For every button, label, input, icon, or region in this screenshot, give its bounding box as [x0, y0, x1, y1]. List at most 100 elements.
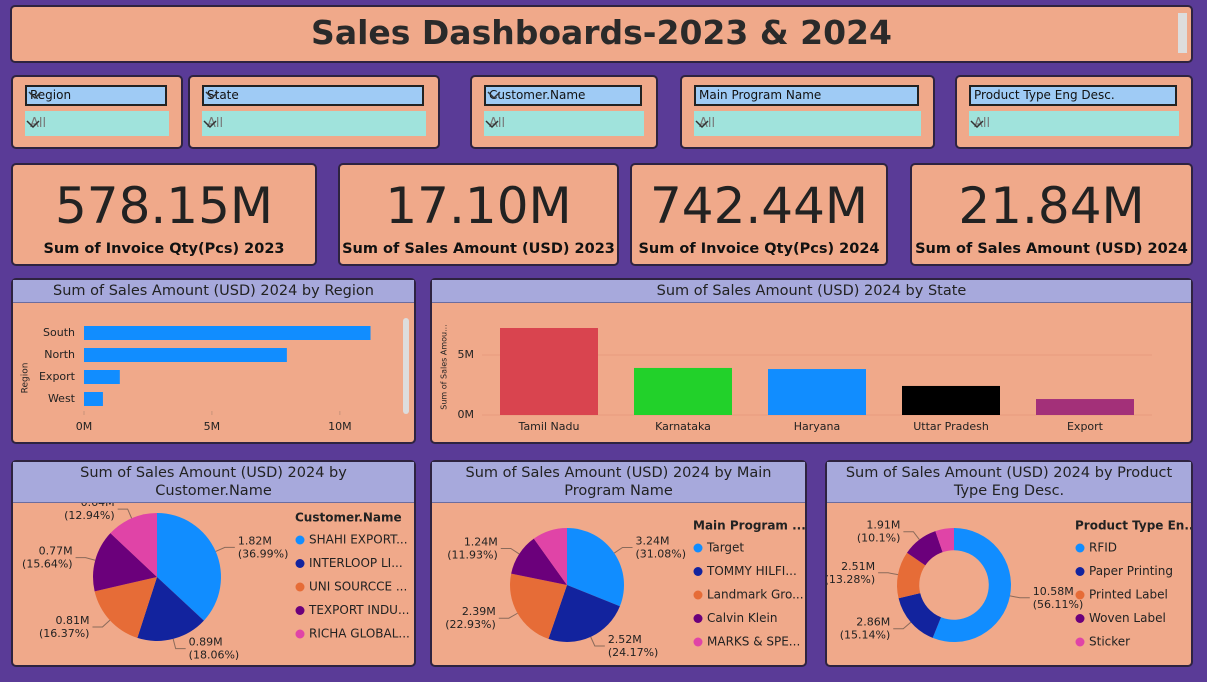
dropdown-chevron [695, 120, 709, 129]
data-label-percent: (56.11%) [1033, 598, 1084, 611]
legend-label: Target [706, 541, 744, 555]
kpi-card: 21.84M Sum of Sales Amount (USD) 2024 [910, 163, 1193, 266]
filter-dropdown[interactable]: All [484, 111, 644, 136]
legend-marker [295, 582, 305, 592]
chart-title: Sum of Sales Amount (USD) 2024 by Produc… [827, 462, 1191, 503]
pie-slice [94, 577, 157, 638]
data-label-percent: (36.99%) [238, 547, 289, 560]
filter-dropdown[interactable]: All [25, 111, 169, 136]
data-label-percent: (18.06%) [189, 649, 240, 662]
kpi-card: 17.10M Sum of Sales Amount (USD) 2023 [338, 163, 619, 266]
leader-line [215, 546, 235, 552]
chevron [205, 91, 219, 100]
dropdown-chevron [970, 120, 984, 129]
chart-panel: Sum of Sales Amount (USD) 2024 by Custom… [11, 460, 416, 667]
chevron [26, 120, 40, 129]
dropdown-chevron [203, 120, 217, 129]
legend-marker [1075, 614, 1085, 623]
filter-dropdown[interactable]: All [694, 111, 921, 136]
header-panel: Sales Dashboards-2023 & 2024 [10, 5, 1193, 63]
chevron [970, 120, 984, 129]
data-label: 0.89M [189, 636, 223, 649]
filter-panel: State All [188, 75, 440, 149]
data-label-percent: (10.1%) [857, 532, 901, 545]
legend-label: Woven Label [1089, 611, 1166, 625]
y-tick-label: North [44, 348, 75, 361]
bar [84, 326, 371, 340]
donut-slice [935, 528, 954, 553]
chart: 0M 5M Sum of Sales Amou... Tamil Nadu Karnat… [440, 324, 1152, 433]
chevron [485, 120, 499, 129]
pie-slice [548, 585, 620, 642]
filter-label: Main Program Name [694, 85, 919, 106]
axis-title: Sum of Sales Amou... [440, 324, 449, 409]
data-label: 1.82M [238, 534, 272, 547]
donut-slice [932, 528, 1011, 642]
legend-marker [1075, 637, 1085, 647]
chart-title: Sum of Sales Amount (USD) 2024 by Main P… [432, 462, 805, 503]
filter-panel: Product Type Eng Desc. All [955, 75, 1193, 149]
data-label: 2.52M [608, 633, 642, 646]
legend-label: MARKS & SPE... [707, 635, 800, 649]
chart-panel: Sum of Sales Amount (USD) 2024 by State 0… [430, 278, 1193, 444]
legend-label: Calvin Klein [707, 611, 777, 625]
bar [768, 369, 866, 415]
y-tick-label: 0M [458, 408, 475, 421]
legend-marker [1075, 567, 1085, 576]
legend-marker [1075, 590, 1085, 600]
legend-marker [295, 629, 305, 639]
x-tick-label: Haryana [794, 420, 841, 433]
data-label: 0.77M [39, 545, 73, 558]
donut-slice [898, 593, 942, 638]
pie-slice [157, 513, 221, 621]
leader-line [590, 636, 605, 647]
legend-label: UNI SOURCCE ... [309, 580, 407, 594]
bar [500, 328, 598, 415]
y-tick-label: 5M [458, 348, 475, 361]
leader-line [1009, 595, 1030, 599]
data-label-percent: (15.64%) [22, 558, 73, 571]
dropdown-chevron [487, 91, 501, 100]
kpi-card: 742.44M Sum of Invoice Qty(Pcs) 2024 [630, 163, 888, 266]
filter-dropdown[interactable]: All [969, 111, 1179, 136]
chart: 10.58M(56.11%) 2.86M(15.14%) 2.51M(13.28%)… [827, 519, 1191, 649]
leader-line [893, 621, 912, 630]
filter-label: Region [25, 85, 167, 106]
chevron [487, 91, 501, 100]
pie-slice [533, 528, 567, 585]
dashboard-title: Sales Dashboards-2023 & 2024 [311, 13, 892, 52]
y-tick-label: South [43, 326, 75, 339]
pie-slice [510, 573, 567, 639]
legend-label: Landmark Gro... [707, 588, 804, 602]
kpi-value: 742.44M [649, 177, 869, 235]
data-label-percent: (31.08%) [636, 548, 687, 561]
kpi-label: Sum of Invoice Qty(Pcs) 2023 [43, 241, 285, 257]
x-tick-label: Tamil Nadu [518, 420, 580, 433]
kpi-card: 578.15M Sum of Invoice Qty(Pcs) 2023 [11, 163, 317, 266]
bar [1036, 399, 1134, 415]
legend-marker [295, 535, 305, 545]
bar [902, 385, 1000, 415]
chart-panel: Sum of Sales Amount (USD) 2024 by Main P… [430, 460, 807, 667]
leader-line [878, 572, 899, 576]
x-tick-label: Export [1067, 420, 1104, 433]
legend-marker [1075, 543, 1085, 553]
filter-dropdown[interactable]: All [202, 111, 426, 136]
data-label: 1.24M [464, 536, 498, 549]
legend-marker [693, 543, 703, 553]
filter-label: Customer.Name [484, 85, 642, 106]
legend-title: Product Type En... [1075, 519, 1191, 533]
filter-panel: Main Program Name All [680, 75, 935, 149]
legend-marker [693, 590, 703, 600]
pie-slice [567, 528, 624, 607]
kpi-label: Sum of Invoice Qty(Pcs) 2024 [638, 241, 880, 257]
chart-panel: Sum of Sales Amount (USD) 2024 by Region… [11, 278, 416, 444]
chart-title: Sum of Sales Amount (USD) 2024 by Custom… [13, 462, 414, 503]
chart-panel: Sum of Sales Amount (USD) 2024 by Produc… [825, 460, 1193, 667]
data-label: 2.39M [462, 605, 496, 618]
legend-marker [295, 606, 305, 615]
chart: 0M 5M 10M Region South North Export West [21, 318, 409, 433]
legend-title: Customer.Name [295, 511, 402, 525]
kpi-value: 17.10M [385, 177, 572, 235]
